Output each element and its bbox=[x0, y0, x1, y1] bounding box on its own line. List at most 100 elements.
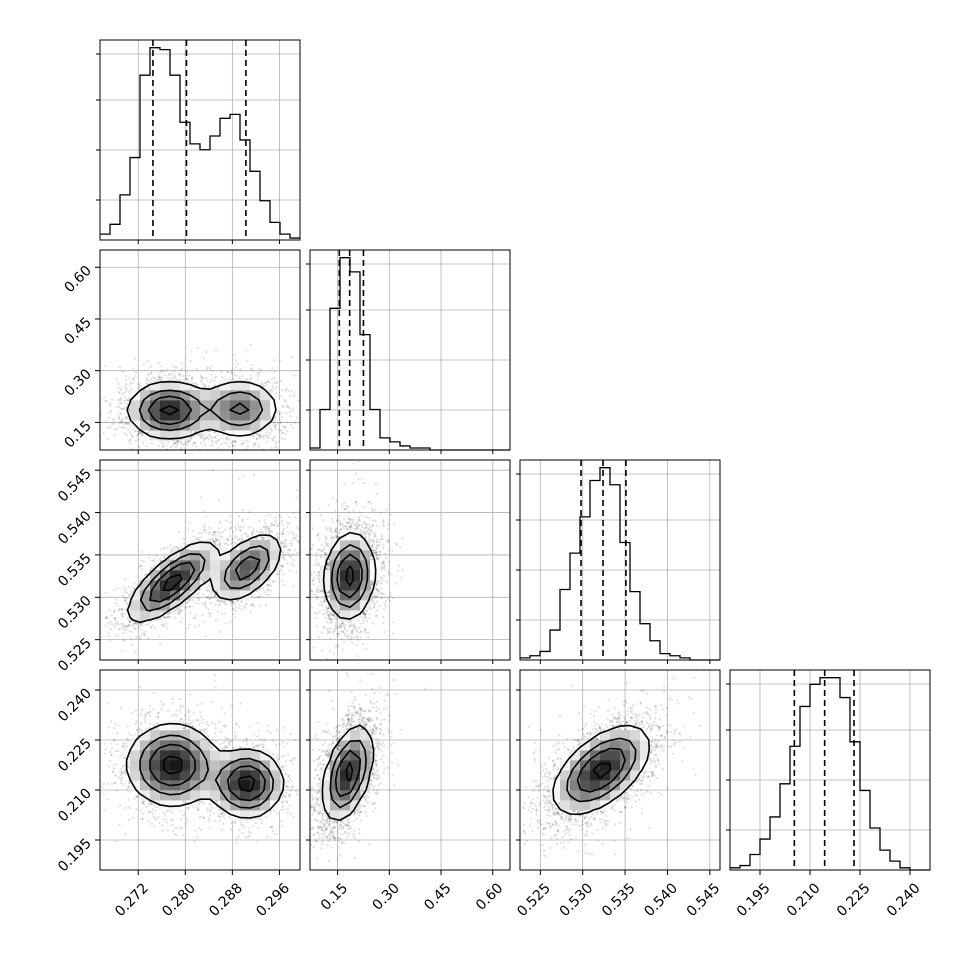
scatter-point bbox=[113, 422, 115, 424]
scatter-point bbox=[206, 435, 208, 437]
scatter-point bbox=[204, 605, 206, 607]
scatter-point bbox=[115, 620, 117, 622]
scatter-point bbox=[103, 455, 105, 457]
scatter-point bbox=[255, 373, 257, 375]
scatter-point bbox=[273, 437, 275, 439]
scatter-point bbox=[121, 418, 123, 420]
scatter-point bbox=[102, 432, 104, 434]
scatter-point bbox=[277, 537, 279, 539]
scatter-point bbox=[278, 440, 280, 442]
scatter-point bbox=[265, 382, 267, 384]
scatter-point bbox=[173, 456, 175, 458]
scatter-point bbox=[162, 445, 164, 447]
scatter-point bbox=[235, 359, 237, 361]
scatter-point bbox=[202, 377, 204, 379]
scatter-point bbox=[236, 536, 238, 538]
scatter-point bbox=[231, 538, 233, 540]
scatter-point bbox=[110, 410, 112, 412]
scatter-point bbox=[205, 377, 207, 379]
scatter-point bbox=[270, 391, 272, 393]
scatter-point bbox=[238, 376, 240, 378]
scatter-point bbox=[180, 369, 182, 371]
scatter-point bbox=[234, 526, 236, 528]
scatter-point bbox=[124, 432, 126, 434]
scatter-point bbox=[256, 438, 258, 440]
scatter-point bbox=[283, 528, 285, 530]
scatter-point bbox=[225, 603, 227, 605]
scatter-point bbox=[277, 423, 279, 425]
scatter-point bbox=[119, 366, 121, 368]
scatter-point bbox=[162, 377, 164, 379]
scatter-point bbox=[219, 532, 221, 534]
scatter-point bbox=[124, 578, 126, 580]
scatter-point bbox=[282, 406, 284, 408]
density-cell bbox=[150, 380, 160, 390]
scatter-point bbox=[273, 371, 275, 373]
scatter-point bbox=[131, 382, 133, 384]
scatter-point bbox=[225, 453, 227, 455]
histogram-panel-0 bbox=[96, 40, 300, 240]
scatter-point bbox=[291, 356, 293, 358]
scatter-point bbox=[105, 400, 107, 402]
scatter-point bbox=[250, 374, 252, 376]
scatter-point bbox=[302, 525, 304, 527]
scatter-point bbox=[164, 456, 166, 458]
scatter-point bbox=[278, 428, 280, 430]
scatter-point bbox=[131, 452, 133, 454]
scatter-point bbox=[135, 440, 137, 442]
scatter-point bbox=[210, 602, 212, 604]
scatter-point bbox=[122, 623, 124, 625]
scatter-point bbox=[129, 383, 131, 385]
scatter-point bbox=[171, 548, 173, 550]
scatter-point bbox=[208, 527, 210, 529]
scatter-point bbox=[211, 365, 213, 367]
scatter-point bbox=[125, 416, 127, 418]
scatter-point bbox=[111, 423, 113, 425]
scatter-point bbox=[174, 442, 176, 444]
scatter-point bbox=[293, 395, 295, 397]
scatter-point bbox=[284, 426, 286, 428]
scatter-point bbox=[237, 363, 239, 365]
scatter-point bbox=[280, 380, 282, 382]
scatter-point bbox=[251, 530, 253, 532]
scatter-point bbox=[158, 362, 160, 364]
scatter-point bbox=[126, 434, 128, 436]
scatter-point bbox=[276, 386, 278, 388]
scatter-point bbox=[279, 360, 281, 362]
scatter-point bbox=[289, 411, 291, 413]
scatter-point bbox=[146, 382, 148, 384]
scatter-point bbox=[232, 377, 234, 379]
scatter-point bbox=[174, 374, 176, 376]
scatter-point bbox=[178, 531, 180, 533]
scatter-point bbox=[111, 399, 113, 401]
scatter-point bbox=[235, 606, 237, 608]
scatter-point bbox=[251, 364, 253, 366]
scatter-point bbox=[237, 527, 239, 529]
scatter-point bbox=[122, 371, 124, 373]
scatter-point bbox=[286, 421, 288, 423]
scatter-point bbox=[245, 349, 247, 351]
scatter-point bbox=[272, 385, 274, 387]
scatter-point bbox=[150, 366, 152, 368]
scatter-point bbox=[128, 440, 130, 442]
scatter-point bbox=[201, 376, 203, 378]
scatter-point bbox=[262, 435, 264, 437]
scatter-point bbox=[258, 445, 260, 447]
scatter-point bbox=[269, 537, 271, 539]
scatter-point bbox=[215, 349, 217, 351]
scatter-point bbox=[238, 451, 240, 453]
scatter-point bbox=[206, 380, 208, 382]
scatter-point bbox=[195, 382, 197, 384]
scatter-point bbox=[118, 406, 120, 408]
scatter-point bbox=[154, 627, 156, 629]
scatter-point bbox=[200, 379, 202, 381]
scatter-point bbox=[200, 496, 202, 498]
scatter-point bbox=[181, 362, 183, 364]
scatter-point bbox=[209, 435, 211, 437]
scatter-point bbox=[274, 446, 276, 448]
scatter-point bbox=[124, 396, 126, 398]
scatter-point bbox=[176, 444, 178, 446]
density-cell bbox=[220, 400, 230, 410]
scatter-point bbox=[207, 366, 209, 368]
